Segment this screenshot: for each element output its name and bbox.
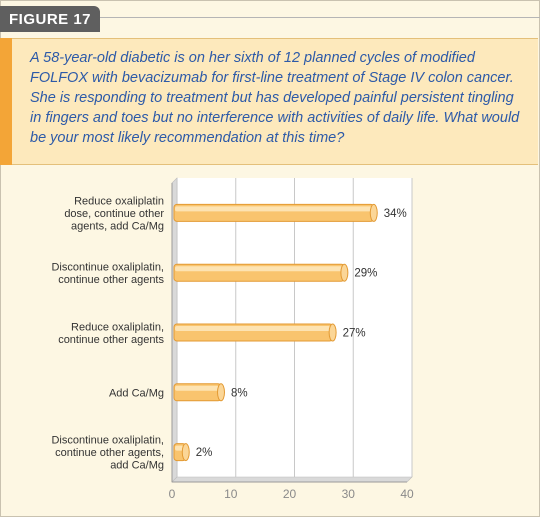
category-label: Discontinue oxaliplatin, bbox=[51, 261, 164, 273]
category-label: Reduce oxaliplatin bbox=[74, 195, 164, 207]
question-text: A 58-year-old diabetic is on her sixth o… bbox=[30, 50, 520, 146]
x-tick-label: 20 bbox=[283, 487, 297, 501]
category-label: Discontinue oxaliplatin, bbox=[51, 435, 164, 447]
x-tick-label: 10 bbox=[224, 487, 238, 501]
x-tick-label: 30 bbox=[342, 487, 356, 501]
category-label: Reduce oxaliplatin, bbox=[71, 321, 164, 333]
figure-label: FIGURE 17 bbox=[9, 11, 92, 28]
data-label: 29% bbox=[354, 268, 377, 280]
data-label: 27% bbox=[343, 328, 366, 340]
category-label: dose, continue other bbox=[64, 208, 164, 220]
header-rule bbox=[100, 17, 540, 18]
figure-label-tab: FIGURE 17 bbox=[0, 6, 100, 32]
category-label: add Ca/Mg bbox=[110, 460, 164, 472]
bar-highlight bbox=[175, 206, 372, 212]
category-label: Add Ca/Mg bbox=[109, 387, 164, 399]
bar-highlight bbox=[175, 326, 331, 331]
x-tick-label: 0 bbox=[169, 487, 176, 501]
bar-end-cap bbox=[328, 323, 337, 342]
category-label: continue other agents, bbox=[55, 447, 164, 459]
bar-highlight bbox=[175, 445, 184, 451]
x-tick-label: 40 bbox=[400, 487, 414, 501]
bar-highlight bbox=[175, 385, 219, 391]
bar-highlight bbox=[175, 266, 343, 272]
data-label: 2% bbox=[196, 447, 213, 459]
data-label: 8% bbox=[231, 387, 248, 399]
bar-end-cap bbox=[369, 203, 378, 222]
category-label: agents, add Ca/Mg bbox=[71, 220, 164, 232]
bar-end-cap bbox=[340, 263, 349, 282]
data-label: 34% bbox=[384, 208, 407, 220]
category-label: continue other agents bbox=[58, 334, 164, 346]
question-accent-bar bbox=[0, 38, 12, 165]
bar-end-cap bbox=[181, 443, 190, 462]
category-label: continue other agents bbox=[58, 274, 164, 286]
question-box bbox=[0, 38, 538, 165]
bar-end-cap bbox=[217, 383, 225, 402]
plot-floor bbox=[171, 476, 413, 483]
